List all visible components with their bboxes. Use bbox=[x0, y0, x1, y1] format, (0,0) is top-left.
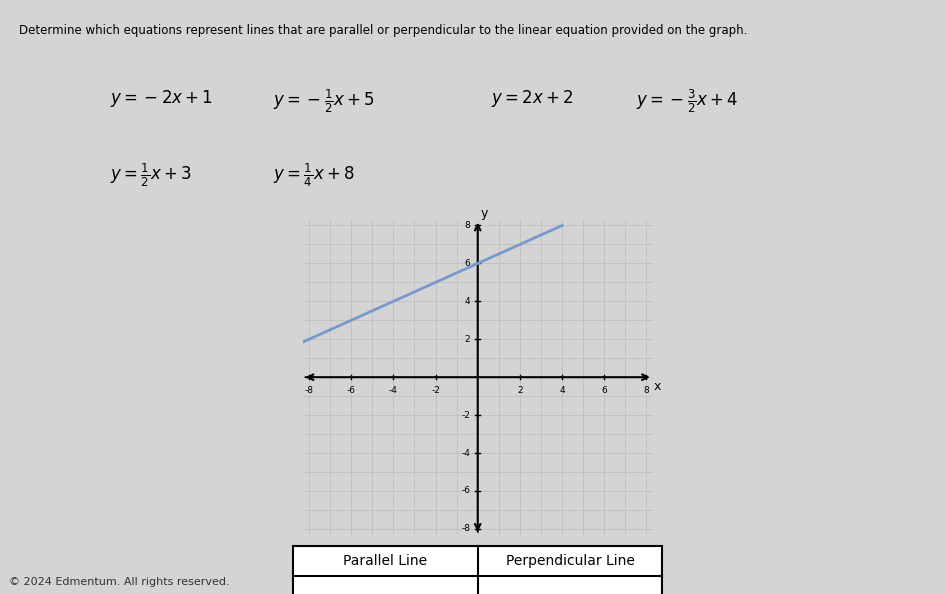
Text: $y = -\frac{3}{2}x + 4$: $y = -\frac{3}{2}x + 4$ bbox=[637, 88, 739, 115]
Text: Determine which equations represent lines that are parallel or perpendicular to : Determine which equations represent line… bbox=[19, 24, 747, 37]
Text: $y = \frac{1}{4}x + 8$: $y = \frac{1}{4}x + 8$ bbox=[273, 162, 355, 189]
Text: $y = \frac{1}{2}x + 3$: $y = \frac{1}{2}x + 3$ bbox=[110, 162, 191, 189]
Text: y: y bbox=[481, 207, 488, 220]
Text: -2: -2 bbox=[431, 386, 440, 395]
Text: -6: -6 bbox=[347, 386, 356, 395]
Text: 6: 6 bbox=[602, 386, 607, 395]
Text: 8: 8 bbox=[464, 221, 470, 230]
Text: -8: -8 bbox=[305, 386, 313, 395]
Text: -4: -4 bbox=[389, 386, 398, 395]
Text: Parallel Line: Parallel Line bbox=[343, 554, 428, 568]
Text: 2: 2 bbox=[517, 386, 523, 395]
Text: $y = -2x + 1$: $y = -2x + 1$ bbox=[110, 88, 213, 109]
Text: 8: 8 bbox=[643, 386, 649, 395]
Text: -6: -6 bbox=[462, 486, 470, 495]
Text: Perpendicular Line: Perpendicular Line bbox=[505, 554, 635, 568]
Text: $y = -\frac{1}{2}x + 5$: $y = -\frac{1}{2}x + 5$ bbox=[273, 88, 376, 115]
Text: $y = 2x + 2$: $y = 2x + 2$ bbox=[491, 88, 573, 109]
Text: 2: 2 bbox=[464, 335, 470, 344]
Text: -8: -8 bbox=[462, 525, 470, 533]
Text: 4: 4 bbox=[464, 297, 470, 306]
Text: x: x bbox=[654, 380, 661, 393]
Text: © 2024 Edmentum. All rights reserved.: © 2024 Edmentum. All rights reserved. bbox=[9, 577, 230, 587]
Text: 6: 6 bbox=[464, 259, 470, 268]
Text: -4: -4 bbox=[462, 448, 470, 457]
Text: -2: -2 bbox=[462, 410, 470, 419]
Text: 4: 4 bbox=[559, 386, 565, 395]
